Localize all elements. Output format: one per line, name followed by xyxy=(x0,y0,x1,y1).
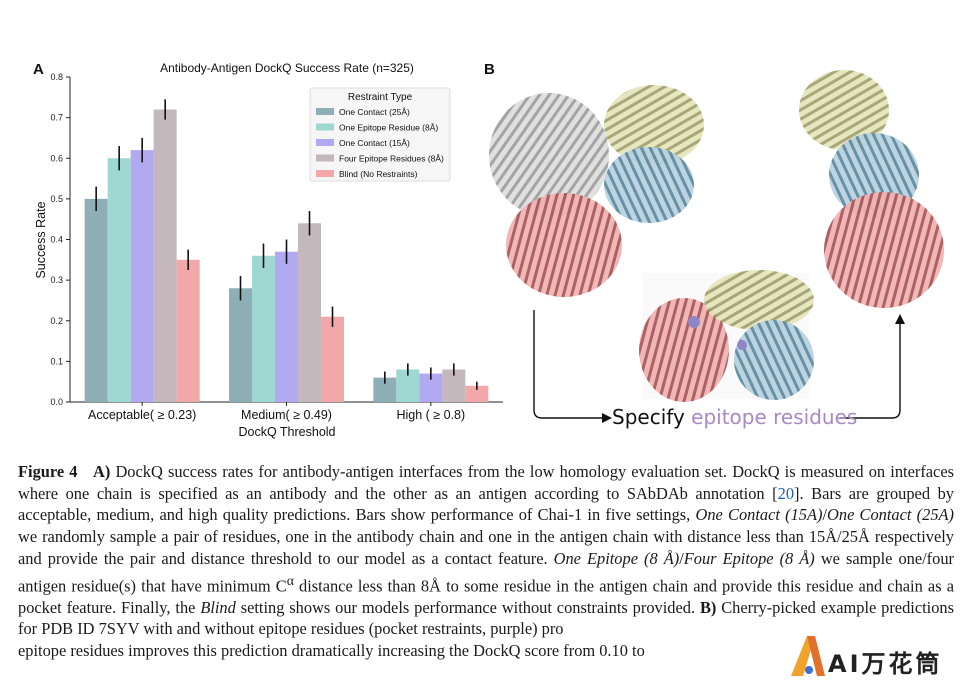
x-axis-label: DockQ Threshold xyxy=(238,425,335,439)
watermark-logo xyxy=(785,630,965,684)
bar xyxy=(442,369,466,402)
x-tick-label: Medium( ≥ 0.49) xyxy=(241,408,332,422)
panel-b-letter: B xyxy=(484,61,495,78)
caption-text-5: distance less than 8Å to some residue in… xyxy=(18,575,954,617)
legend-swatch xyxy=(316,154,334,162)
y-tick-label: 0.4 xyxy=(50,235,63,245)
y-tick-label: 0.1 xyxy=(50,356,63,366)
bar xyxy=(321,316,344,402)
y-tick-label: 0.3 xyxy=(50,275,63,285)
y-tick-label: 0.6 xyxy=(50,153,63,163)
caption-text-6: setting shows our models performance wit… xyxy=(235,597,700,617)
panel-a-letter: A xyxy=(33,61,44,78)
specify-text: Specify xyxy=(612,405,692,429)
bar xyxy=(373,377,397,402)
chart-bars xyxy=(84,99,489,402)
specify-label: Specify epitope residues xyxy=(612,405,857,429)
bar xyxy=(107,158,131,402)
bar xyxy=(252,255,275,402)
caption-text-4: we sample one/four antigen residue(s) th… xyxy=(18,548,954,595)
y-tick-label: 0.2 xyxy=(50,316,63,326)
y-tick-label: 0.7 xyxy=(50,113,63,123)
bar xyxy=(176,259,200,402)
figure-label: Figure 4 xyxy=(18,462,78,481)
caption-slash-1: / xyxy=(822,505,828,525)
bar xyxy=(84,198,108,402)
arrow-head-up xyxy=(895,314,905,324)
chart-title: Antibody-Antigen DockQ Success Rate (n=3… xyxy=(160,61,414,75)
panel-a-chart: Antibody-Antigen DockQ Success Rate (n=3… xyxy=(34,61,503,439)
x-tick-label: High ( ≥ 0.8) xyxy=(396,408,465,422)
chart-axes: 0.0 0.1 0.2 0.3 0.4 0.5 0.6 0.7 0.8 Acceptable( ≥… xyxy=(50,72,503,422)
caption-text-1: DockQ success rates for antibody-antigen… xyxy=(18,462,954,503)
arrow-path xyxy=(533,310,602,419)
arrow-path-right xyxy=(840,322,901,419)
legend-label: One Contact (25Å) xyxy=(339,107,410,117)
y-axis-label: Success Rate xyxy=(34,201,48,278)
caption-text-3: we randomly sample a pair of residues, o… xyxy=(18,527,954,568)
inset-closeup xyxy=(639,270,814,402)
bar xyxy=(396,369,420,402)
bar xyxy=(419,373,443,402)
legend-swatch xyxy=(316,139,334,146)
bar xyxy=(275,251,298,402)
citation-link[interactable]: 20 xyxy=(777,483,795,503)
caption-text-8: epitope residues improves this predictio… xyxy=(18,641,645,661)
legend-swatch xyxy=(316,108,334,115)
legend-label: One Contact (15Å) xyxy=(339,138,410,148)
bar xyxy=(130,150,154,402)
caption-part-a: A) xyxy=(92,462,111,481)
y-tick-label: 0.5 xyxy=(50,194,63,204)
caption-text-2: ]. Bars are grouped by acceptable, mediu… xyxy=(18,483,954,525)
legend-box xyxy=(309,87,451,182)
watermark-text: AI万花筒 xyxy=(828,650,943,678)
y-tick-label: 0.8 xyxy=(50,72,63,82)
legend-label: Four Epitope Residues (8Å) xyxy=(339,154,444,164)
caption-italic-5: Blind xyxy=(200,597,236,617)
specify-accent: epitope residues xyxy=(691,405,858,429)
arrow-head-right xyxy=(602,413,612,423)
chart-legend: Restraint Type One Contact (25Å) One Epito… xyxy=(309,87,451,182)
caption-italic-1: One Contact (15A) xyxy=(695,505,823,525)
x-tick-label: Acceptable( ≥ 0.23) xyxy=(88,408,196,422)
legend-label: One Epitope Residue (8Å) xyxy=(339,123,438,133)
caption-italic-3: One Epitope (8 Å) xyxy=(553,548,680,568)
caption-italic-4: Four Epitope (8 Å) xyxy=(683,548,815,568)
caption-slash-2: / xyxy=(679,548,684,568)
bar xyxy=(153,109,177,402)
right-structure xyxy=(799,70,944,308)
y-tick-label: 0.0 xyxy=(50,397,63,407)
caption-text-7: Cherry-picked example predictions for PD… xyxy=(18,597,954,639)
caption-italic-2: One Contact (25A) xyxy=(827,505,954,525)
legend-title: Restraint Type xyxy=(348,92,413,103)
left-structure xyxy=(489,85,704,297)
legend-swatch xyxy=(316,123,334,131)
bar xyxy=(465,385,489,402)
panel-b-structures xyxy=(489,70,944,423)
legend-swatch xyxy=(316,170,334,177)
bar xyxy=(229,288,252,402)
figure-caption: Figure 4 A) DockQ success rates for anti… xyxy=(18,461,954,662)
bar xyxy=(298,223,321,402)
caption-alpha: α xyxy=(286,572,294,588)
caption-part-b: B) xyxy=(699,597,717,617)
legend-label: Blind (No Restraints) xyxy=(339,169,418,179)
